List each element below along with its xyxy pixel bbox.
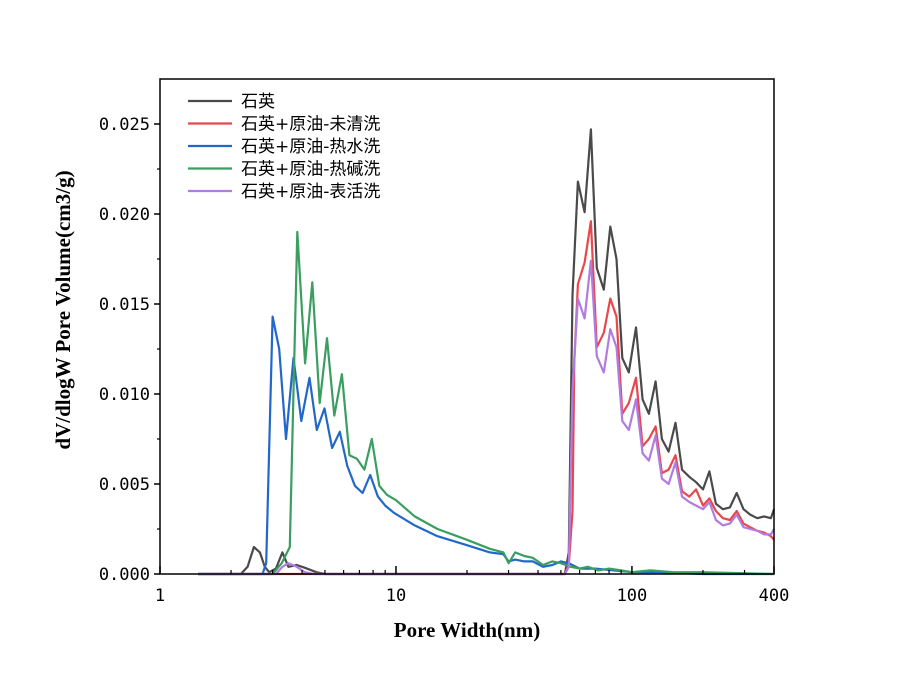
series-line-2 bbox=[198, 220, 775, 576]
series-line-4 bbox=[198, 230, 775, 576]
y-tick-label: 0.010 bbox=[99, 385, 150, 405]
y-axis: 0.000 0.005 0.010 0.015 0.020 0.025 bbox=[99, 115, 160, 585]
x-axis: 1 10 100 400 bbox=[155, 566, 789, 606]
x-axis-title: Pore Width(nm) bbox=[394, 618, 540, 642]
legend-label-3: 石英+原油-热水洗 bbox=[241, 137, 380, 157]
x-tick-label: 100 bbox=[617, 586, 648, 606]
legend-label-2: 石英+原油-未清洗 bbox=[241, 115, 380, 135]
legend-label-4: 石英+原油-热碱洗 bbox=[241, 160, 380, 180]
y-tick-label: 0.025 bbox=[99, 115, 150, 135]
x-tick-label: 10 bbox=[386, 586, 406, 606]
legend-label-1: 石英 bbox=[241, 92, 275, 112]
plot-frame bbox=[159, 78, 775, 575]
y-axis-title: dV/dlogW Pore Volume(cm3/g) bbox=[51, 170, 75, 449]
y-tick-label: 0.015 bbox=[99, 295, 150, 315]
legend-label-5: 石英+原油-表活洗 bbox=[241, 182, 380, 202]
x-tick-label: 1 bbox=[155, 586, 165, 606]
y-tick-label: 0.005 bbox=[99, 475, 150, 495]
series-line-3 bbox=[198, 315, 774, 576]
x-tick-label: 400 bbox=[759, 586, 790, 606]
y-tick-label: 0.020 bbox=[99, 205, 150, 225]
y-tick-label: 0.000 bbox=[99, 565, 150, 585]
